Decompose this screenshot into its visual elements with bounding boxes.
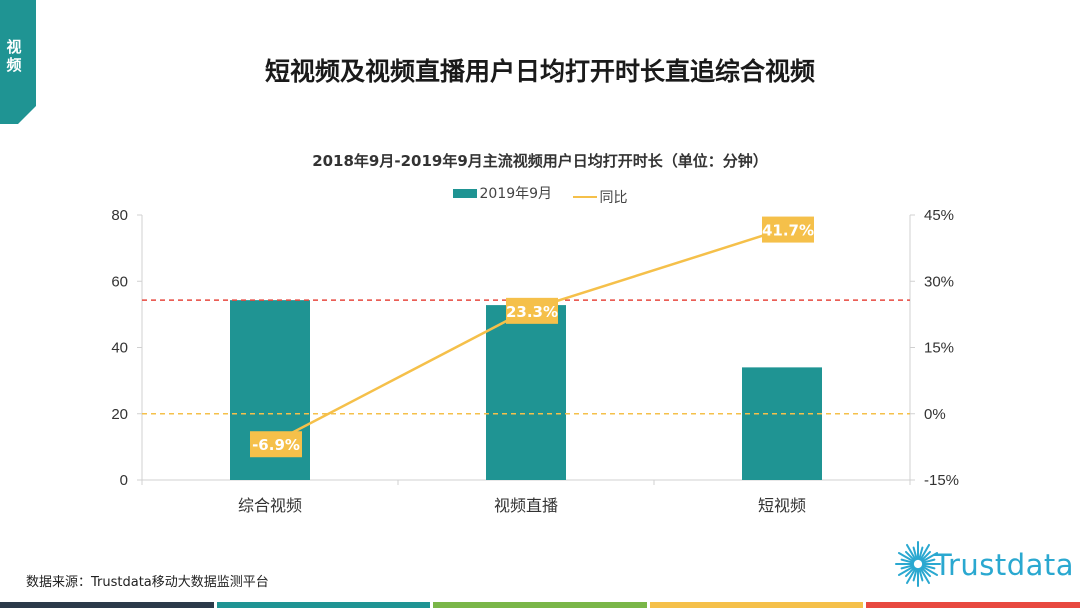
x-tick-label: 视频直播 bbox=[494, 496, 558, 515]
y-left-tick-label: 80 bbox=[111, 207, 128, 224]
bar bbox=[486, 305, 566, 480]
sunburst-ray bbox=[921, 565, 939, 576]
data-label-box bbox=[250, 431, 302, 458]
sunburst-ray bbox=[919, 543, 930, 561]
legend-bar-label: 2019年9月 bbox=[479, 186, 553, 202]
sunburst-ray bbox=[921, 558, 936, 564]
y-left-tick-label: 40 bbox=[111, 340, 128, 357]
y-right-tick-label: 15% bbox=[924, 340, 954, 357]
legend-item-line: 同比 bbox=[572, 187, 628, 207]
sunburst-icon bbox=[895, 541, 941, 587]
sunburst-ray bbox=[920, 550, 932, 562]
sunburst-ray bbox=[904, 550, 916, 562]
legend-item-bar: 2019年9月 bbox=[452, 183, 553, 203]
sunburst-ray bbox=[897, 552, 915, 563]
y-left-tick-label: 0 bbox=[120, 472, 128, 489]
chart-title: 2018年9月-2019年9月主流视频用户日均打开时长（单位：分钟） bbox=[312, 152, 768, 170]
legend-line-label: 同比 bbox=[599, 189, 628, 206]
strip-segment bbox=[649, 602, 864, 608]
sunburst-ray bbox=[918, 546, 924, 561]
source-note: 数据来源：Trustdata移动大数据监测平台 bbox=[26, 575, 269, 590]
data-label-box bbox=[762, 216, 814, 243]
y-right-tick-label: 0% bbox=[924, 406, 946, 423]
section-tab: 视频 bbox=[0, 0, 36, 124]
strip-segment bbox=[216, 602, 431, 608]
strip-segment bbox=[866, 602, 1080, 608]
sunburst-ray bbox=[919, 567, 930, 585]
data-label: -6.9% bbox=[252, 436, 300, 454]
sunburst-ray bbox=[920, 566, 932, 578]
sunburst-ray bbox=[906, 543, 917, 561]
sunburst-ray bbox=[918, 567, 924, 582]
legend-line-swatch bbox=[572, 195, 597, 198]
x-tick-label: 综合视频 bbox=[238, 496, 302, 515]
y-right-tick-label: 45% bbox=[924, 207, 954, 224]
strip-segment bbox=[0, 602, 214, 608]
bottom-color-strip bbox=[0, 602, 1080, 608]
page-title: 短视频及视频直播用户日均打开时长直追综合视频 bbox=[264, 57, 815, 86]
logo-text: Trustdata bbox=[934, 548, 1075, 582]
data-label-box bbox=[506, 297, 558, 324]
sunburst-ray bbox=[906, 567, 917, 585]
x-tick-label: 短视频 bbox=[758, 496, 806, 515]
bar bbox=[742, 367, 822, 480]
chart-legend: 2019年9月 同比 bbox=[0, 183, 1080, 207]
data-label: 23.3% bbox=[506, 303, 558, 321]
trustdata-logo: Trustdata bbox=[894, 536, 1074, 592]
y-left-tick-label: 60 bbox=[111, 273, 128, 290]
sunburst-ray bbox=[912, 546, 918, 561]
sunburst-ray bbox=[921, 564, 936, 570]
y-left-tick-label: 20 bbox=[111, 406, 128, 423]
legend-bar-swatch bbox=[452, 188, 477, 198]
y-right-tick-label: 30% bbox=[924, 273, 954, 290]
sunburst-ray bbox=[900, 564, 915, 570]
sunburst-ray bbox=[900, 558, 915, 564]
sunburst-ray bbox=[897, 565, 915, 576]
data-label: 41.7% bbox=[762, 222, 814, 240]
chart-area: 0 20 40 60 80 -15% 0% 15% 30% 45% 综合视频 视频直播 短视频 -6.9%… bbox=[111, 207, 959, 515]
strip-segment bbox=[433, 602, 647, 608]
sunburst-ray bbox=[912, 567, 918, 582]
section-tab-label: 视频 bbox=[6, 38, 22, 74]
y-right-tick-label: -15% bbox=[924, 472, 959, 489]
sunburst-ray bbox=[904, 566, 916, 578]
sunburst-ray bbox=[921, 552, 939, 563]
